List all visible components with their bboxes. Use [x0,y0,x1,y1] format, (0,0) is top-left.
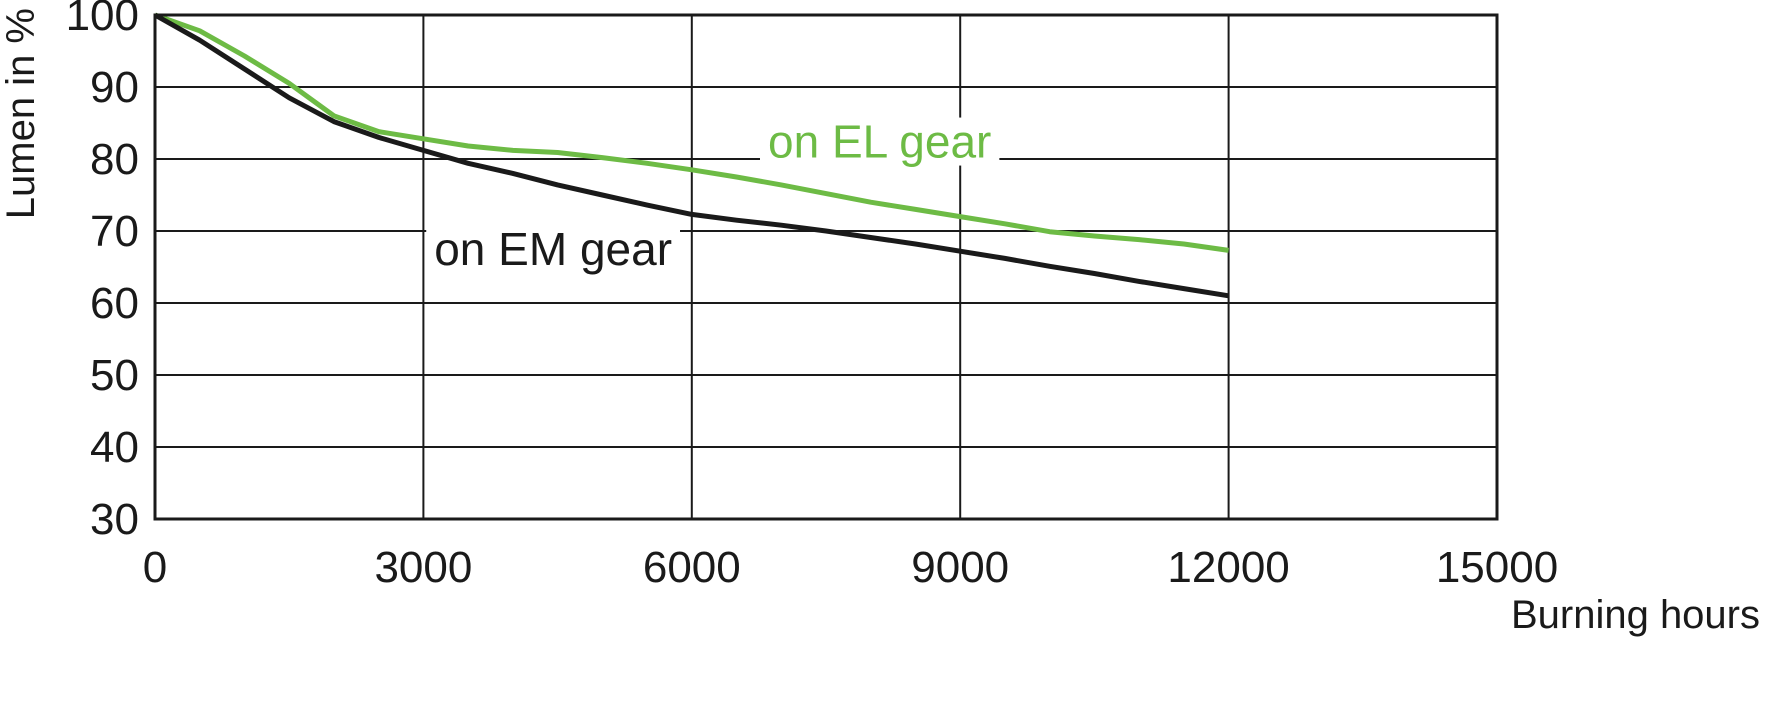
y-axis-title: Lumen in % [0,8,43,219]
series-annotation-em-gear: on EM gear [434,223,672,275]
y-tick-label: 50 [90,351,139,400]
y-tick-label: 40 [90,423,139,472]
x-tick-label: 15000 [1436,543,1558,592]
annotation-background [426,224,681,273]
grid [155,15,1497,519]
series-lines [153,12,1229,299]
plot-border [153,13,1499,521]
x-tick-label: 6000 [643,543,741,592]
x-axis-title: Burning hours [1511,593,1760,637]
x-tick-label: 0 [143,543,167,592]
series-annotations: on EL gear on EM gear [426,116,1000,275]
tick-labels: 0 3000 6000 9000 12000 15000 30 40 50 60 70 80 90 100 [66,0,1559,592]
y-tick-label: 90 [90,63,139,112]
y-tick-label: 30 [90,495,139,544]
series-annotation-el-gear: on EL gear [768,116,991,168]
series-line-em-gear [153,12,1229,299]
x-tick-label: 9000 [911,543,1009,592]
y-tick-label: 70 [90,207,139,256]
series-line-el-gear [154,12,1229,253]
y-tick-label: 60 [90,279,139,328]
y-tick-label: 100 [66,0,139,40]
y-tick-label: 80 [90,135,139,184]
x-tick-label: 12000 [1167,543,1289,592]
plot-frame [153,13,1499,521]
annotation-background [760,117,1000,166]
x-tick-label: 3000 [374,543,472,592]
